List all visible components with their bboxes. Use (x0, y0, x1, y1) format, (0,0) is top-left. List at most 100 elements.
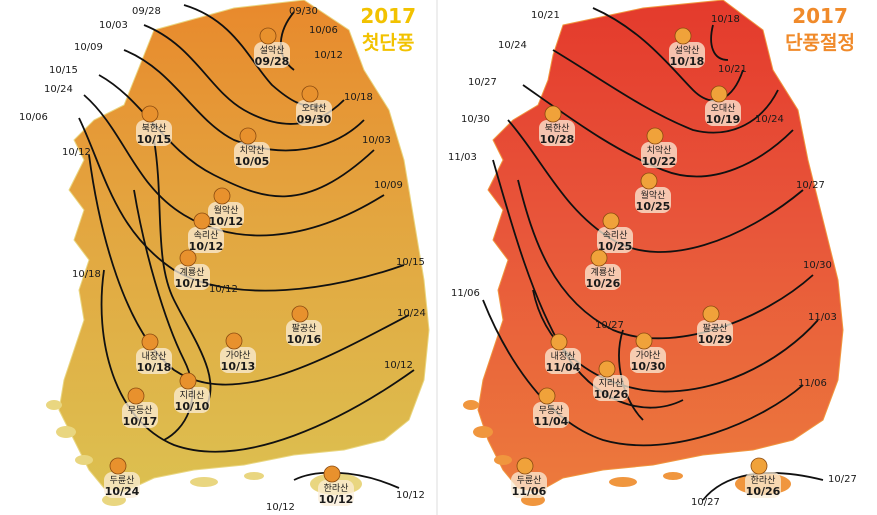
mountain-date: 11/06 (512, 485, 547, 498)
leaf-icon (225, 332, 243, 350)
mountain-date: 10/16 (287, 333, 322, 346)
isoline-label: 10/06 (19, 112, 48, 123)
isoline-label: 10/30 (461, 114, 490, 125)
isoline (78, 117, 405, 292)
mountain-date: 10/30 (631, 360, 666, 373)
coastal-islands (46, 400, 264, 506)
mountain-name: 계룡산 (180, 266, 205, 278)
mountain-name: 치악산 (240, 144, 265, 156)
isoline-label: 10/18 (344, 92, 373, 103)
mountain-date: 10/29 (698, 333, 733, 346)
map-title: 2017 첫단풍 (360, 4, 416, 55)
marker-label-bg (669, 42, 705, 68)
leaf-icon (590, 249, 608, 267)
isoline (83, 94, 385, 237)
marker-label-bg (641, 142, 677, 168)
isoline-label: 10/24 (397, 308, 426, 319)
isoline (153, 139, 212, 411)
marker-label-bg (697, 320, 733, 346)
leaf-icon (516, 457, 534, 475)
isoline (532, 289, 819, 393)
mountain-date: 10/26 (594, 388, 629, 401)
isoline-label: 10/24 (498, 40, 527, 51)
mountain-date: 10/25 (636, 200, 671, 213)
isoline-labels: 10/21 10/18 10/21 10/24 10/27 10/30 11/0… (448, 10, 857, 508)
isoline (552, 49, 779, 134)
mountain-name: 설악산 (260, 44, 285, 56)
leaf-icon (109, 457, 127, 475)
mountain-date: 11/04 (534, 415, 569, 428)
leaf-icon (750, 457, 768, 475)
leaf-icon (710, 85, 728, 103)
isoline-label: 10/09 (374, 180, 403, 191)
mountain-date: 10/17 (123, 415, 158, 428)
isoline-label: 10/15 (396, 257, 425, 268)
leaf-icon (538, 387, 556, 405)
marker-label-bg (286, 320, 322, 346)
isoline-label: 10/09 (74, 42, 103, 53)
mountain-date: 10/25 (598, 240, 633, 253)
isoline-label: 10/12 (384, 360, 413, 371)
divider (436, 0, 438, 515)
isoline-label: 10/24 (755, 114, 784, 125)
mountain-name: 두륜산 (517, 475, 542, 486)
mountain-name: 북한산 (545, 123, 570, 134)
marker-label-bg (136, 348, 172, 374)
isoline (592, 7, 744, 102)
leaf-icon (179, 249, 197, 267)
mountain-name: 무등산 (128, 405, 153, 416)
mountain-date: 10/18 (670, 55, 705, 68)
marker-label-bg (705, 100, 741, 126)
isoline-label: 10/27 (691, 497, 720, 508)
marker-label-bg (122, 402, 158, 428)
isoline-label: 10/18 (72, 269, 101, 280)
mountain-date: 10/13 (221, 360, 256, 373)
mountain-date: 10/19 (706, 113, 741, 126)
isoline-label: 10/03 (99, 20, 128, 31)
isoline-label: 10/15 (49, 65, 78, 76)
isoline-label: 10/27 (595, 320, 624, 331)
isoline-label: 10/12 (266, 502, 295, 513)
leaf-icon (640, 172, 658, 190)
mountain-date: 10/12 (319, 493, 354, 506)
isoline-label: 10/12 (314, 50, 343, 61)
marker-label-bg (593, 375, 629, 401)
leaf-icon (141, 333, 159, 351)
marker-label-bg (635, 187, 671, 213)
mountain-name: 속리산 (603, 230, 628, 241)
isoline-label: 10/27 (796, 180, 825, 191)
marker-label-bg (234, 142, 270, 168)
mountain-name: 한라산 (324, 483, 349, 494)
marker-label-bg (208, 202, 244, 228)
isoline-label: 11/06 (798, 378, 827, 389)
mountain-date: 10/10 (175, 400, 210, 413)
isoline-label: 10/06 (309, 25, 338, 36)
mountain-date: 11/04 (546, 361, 581, 374)
leaf-icon (301, 85, 319, 103)
mountain-name: 내장산 (551, 351, 576, 362)
mountain-name: 지리산 (599, 378, 624, 389)
leaf-icon (646, 127, 664, 145)
isoline-label: 10/21 (531, 10, 560, 21)
map-title: 2017 단풍절정 (785, 4, 855, 55)
mountain-date: 10/15 (175, 277, 210, 290)
isoline-label: 10/12 (62, 147, 91, 158)
isoline-label: 10/21 (718, 64, 747, 75)
marker-label-bg (220, 347, 256, 373)
mountain-name: 가야산 (636, 350, 661, 361)
isoline (482, 299, 804, 447)
isoline-label: 11/06 (451, 288, 480, 299)
